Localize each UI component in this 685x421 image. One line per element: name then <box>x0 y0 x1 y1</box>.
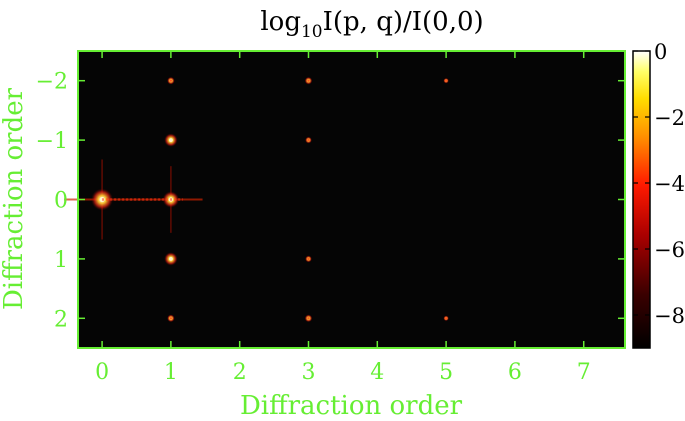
peak-core <box>307 257 310 261</box>
peak-core <box>307 79 310 82</box>
y-tick-label: −1 <box>36 129 68 154</box>
diffraction-peak <box>164 133 178 147</box>
y-tick-label: 0 <box>54 189 68 214</box>
colorbar-tick-label: −4 <box>654 172 685 196</box>
colorbar-tick-label: −2 <box>654 106 685 130</box>
colorbar-tick-label: 0 <box>654 40 667 64</box>
peak-core <box>444 317 448 320</box>
diffraction-peak <box>304 314 313 323</box>
peak-core <box>444 79 448 82</box>
colorbar-tick-label: −6 <box>654 238 685 262</box>
diffraction-peak <box>443 78 449 84</box>
y-axis-label: Diffraction order <box>0 87 29 310</box>
y-tick-label: −2 <box>36 70 68 95</box>
x-tick-label: 0 <box>95 360 109 385</box>
x-tick-label: 3 <box>301 360 315 385</box>
peak-core <box>169 257 173 261</box>
diffraction-peak <box>167 76 175 85</box>
peak-core <box>169 138 173 142</box>
x-tick-label: 7 <box>577 360 591 385</box>
diffraction-peak <box>305 255 312 263</box>
diffraction-peak <box>305 136 312 144</box>
y-tick-label: 1 <box>54 248 68 273</box>
diffraction-peak <box>304 76 313 85</box>
title-subscript: 10 <box>301 22 323 42</box>
colorbar <box>632 50 651 349</box>
peak-core <box>307 317 310 320</box>
peak-core <box>169 79 173 82</box>
colorbar-tick-label: −8 <box>654 304 685 328</box>
title-rest: I(p, q)/I(0,0) <box>323 7 484 37</box>
diffraction-peak <box>167 314 175 323</box>
y-tick-label: 2 <box>54 307 68 332</box>
diffraction-peak <box>64 159 141 240</box>
peak-core <box>307 138 310 142</box>
diffraction-peak <box>164 252 178 266</box>
peak-core <box>169 317 173 320</box>
x-tick-label: 5 <box>439 360 453 385</box>
peaks-layer <box>64 76 449 323</box>
colorbar-ticks: 0 −2 −4 −6 −8 <box>633 40 685 328</box>
x-axis-label: Diffraction order <box>240 391 463 421</box>
x-tick-label: 1 <box>164 360 178 385</box>
x-axis-ticks: 0 1 2 3 4 5 6 7 <box>95 51 591 385</box>
diffraction-peak <box>443 315 449 321</box>
x-tick-label: 4 <box>370 360 384 385</box>
chart-title: log10I(p, q)/I(0,0) <box>260 7 483 42</box>
x-tick-label: 6 <box>508 360 522 385</box>
title-log: log <box>260 7 301 37</box>
x-tick-label: 2 <box>233 360 247 385</box>
y-axis-ticks: −2 −1 0 1 2 <box>36 70 625 332</box>
